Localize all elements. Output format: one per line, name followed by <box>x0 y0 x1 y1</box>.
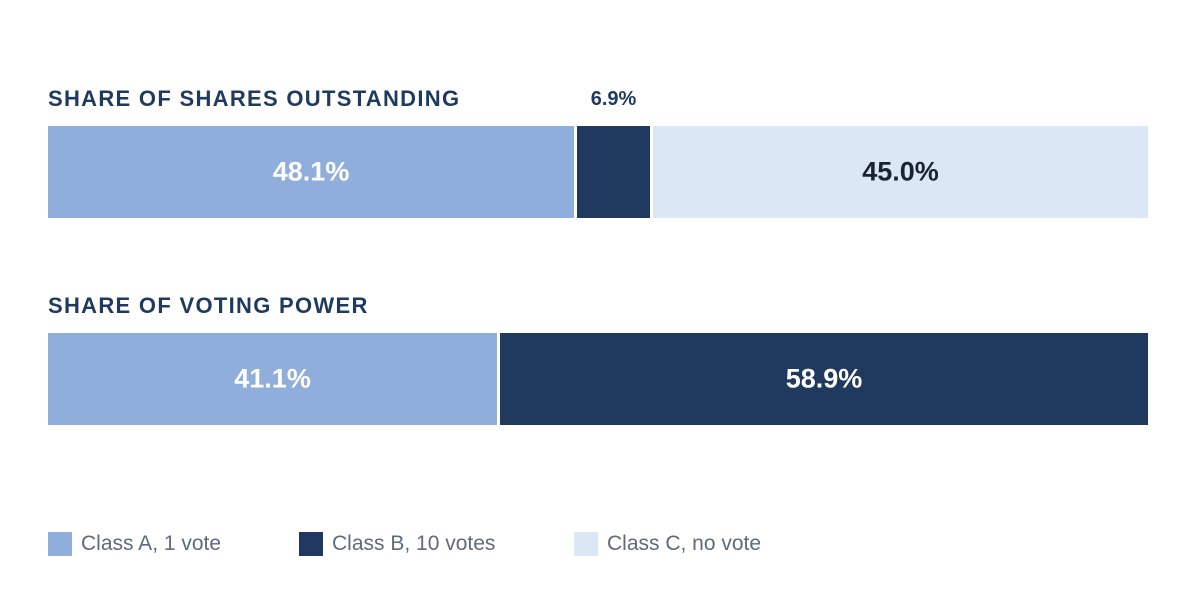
value-label-shares-outstanding-class-c: 45.0% <box>862 156 939 187</box>
value-label-shares-outstanding-class-a: 48.1% <box>272 156 350 187</box>
bar-segment-shares-outstanding-class-c: 45.0% <box>653 126 1148 218</box>
bar-voting-power: 41.1% 58.9% <box>48 333 1148 425</box>
legend-swatch-class-a <box>48 532 72 556</box>
bar-shares-outstanding: 48.1% 6.9% 45.0% <box>48 88 1148 218</box>
bar-segment-voting-power-class-b: 58.9% <box>500 333 1148 425</box>
legend-swatch-class-c <box>574 532 598 556</box>
value-label-voting-power-class-a: 41.1% <box>234 363 311 394</box>
bar-segment-shares-outstanding-class-a: 48.1% <box>48 126 575 218</box>
legend-swatch-class-b <box>299 532 323 556</box>
bar-segment-shares-outstanding-class-b <box>577 126 650 218</box>
section-title-voting-power: SHARE OF VOTING POWER <box>48 293 369 318</box>
bar-segment-voting-power-class-a: 41.1% <box>48 333 498 425</box>
value-label-shares-outstanding-class-b: 6.9% <box>590 88 637 110</box>
value-label-voting-power-class-b: 58.9% <box>785 363 863 394</box>
section-title-shares-outstanding: SHARE OF SHARES OUTSTANDING <box>48 86 461 111</box>
legend-label-class-b: Class B, 10 votes <box>332 532 496 555</box>
legend-label-class-a: Class A, 1 vote <box>81 532 222 555</box>
legend-label-class-c: Class C, no vote <box>607 532 762 555</box>
